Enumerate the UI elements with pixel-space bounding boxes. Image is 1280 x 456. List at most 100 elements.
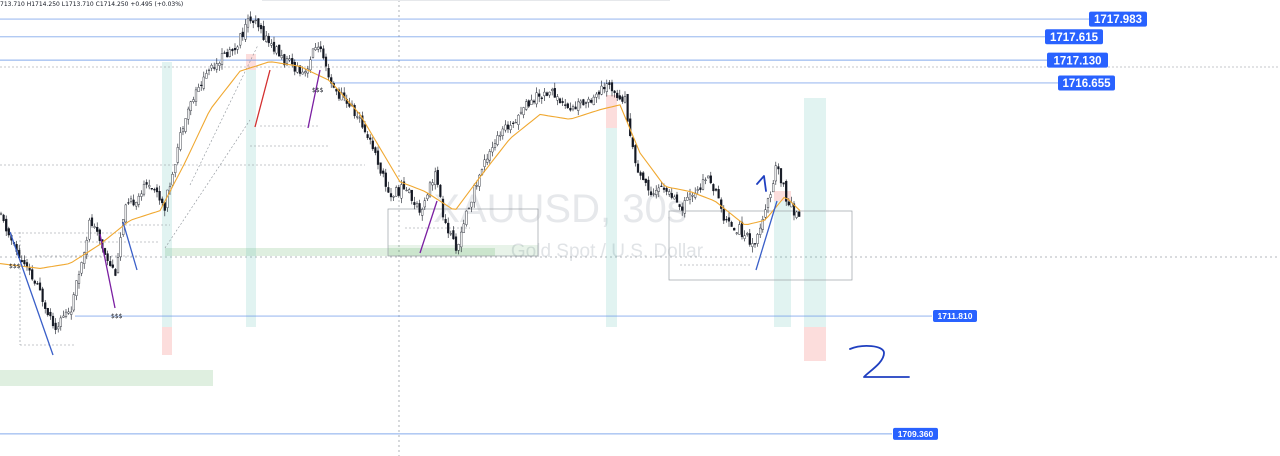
moving-average-line xyxy=(0,61,801,269)
candle-body xyxy=(610,82,614,92)
candle-body xyxy=(25,262,29,268)
dashed-guides xyxy=(0,44,1280,346)
candle-body xyxy=(259,24,263,30)
candle-body xyxy=(392,196,395,198)
candle-body xyxy=(90,217,94,226)
candle-body xyxy=(421,209,424,216)
candle-body xyxy=(642,172,645,181)
candle-body xyxy=(538,93,541,97)
candle-body xyxy=(158,191,161,201)
candle-body xyxy=(553,88,556,98)
teal-zone xyxy=(774,201,791,327)
candle-body xyxy=(746,233,749,235)
candle-body xyxy=(49,311,52,317)
candle-body xyxy=(662,187,666,190)
green-zone xyxy=(0,370,213,386)
candle-body xyxy=(210,64,213,69)
candle-body xyxy=(241,31,244,37)
candle-body xyxy=(85,240,88,255)
price-label: 1717.615 xyxy=(1050,32,1099,44)
candle-body xyxy=(753,243,757,245)
candle-body xyxy=(517,114,520,125)
candle-body xyxy=(712,184,715,192)
handwritten-annotations xyxy=(756,175,910,378)
candle-body xyxy=(288,58,291,61)
candle-body xyxy=(795,211,798,218)
candle-body xyxy=(64,311,68,317)
candle-body xyxy=(738,224,741,235)
candle-body xyxy=(501,128,504,136)
candle-body xyxy=(0,213,3,215)
candle-body xyxy=(369,137,372,140)
candle-body xyxy=(639,172,642,176)
candle-body xyxy=(460,231,463,248)
candle-body xyxy=(761,219,764,230)
candle-body xyxy=(740,221,744,238)
candle-body xyxy=(51,315,55,327)
price-label: 1716.655 xyxy=(1063,78,1112,90)
candle-body xyxy=(197,87,200,92)
candle-body xyxy=(543,91,546,97)
candle-body xyxy=(142,183,146,195)
price-label-badge xyxy=(933,310,977,323)
candle-body xyxy=(717,189,720,199)
candle-body xyxy=(155,187,159,193)
candle-body xyxy=(491,147,494,153)
candle-body xyxy=(270,43,273,46)
candle-body xyxy=(226,52,229,58)
candle-body xyxy=(179,132,182,150)
candle-body xyxy=(733,227,736,231)
candle-body xyxy=(337,89,341,99)
candle-body xyxy=(335,88,338,92)
liquidity-marker: $$$ xyxy=(9,263,21,270)
candle-body xyxy=(402,181,406,190)
candle-body xyxy=(267,35,270,44)
price-label: 1717.983 xyxy=(1094,14,1142,26)
teal-zone xyxy=(246,70,256,327)
candle-body xyxy=(470,201,473,208)
candle-body xyxy=(353,105,356,117)
candle-body xyxy=(236,46,239,50)
candle-body xyxy=(452,230,455,240)
candle-body xyxy=(462,223,465,233)
candle-body xyxy=(779,168,783,184)
candle-body xyxy=(181,128,185,133)
candle-body xyxy=(590,99,593,103)
candle-body xyxy=(595,93,598,98)
candle-body xyxy=(649,191,653,196)
trend-line xyxy=(755,200,778,271)
candle-body xyxy=(509,125,512,131)
candle-body xyxy=(415,203,419,208)
price-label-badge xyxy=(1047,52,1108,68)
candle-body xyxy=(215,63,218,70)
candle-body xyxy=(111,264,114,268)
candle-body xyxy=(561,101,564,103)
candle-body xyxy=(233,48,237,51)
candle-body xyxy=(231,49,234,52)
candle-body xyxy=(187,108,190,120)
candle-body xyxy=(652,193,655,195)
green-zone xyxy=(165,248,495,256)
candle-body xyxy=(293,62,296,72)
candle-body xyxy=(798,211,801,217)
red-zone xyxy=(774,191,791,201)
candle-body xyxy=(311,48,315,58)
candle-body xyxy=(418,203,421,213)
candle-body xyxy=(194,89,198,102)
candle-body xyxy=(184,118,187,132)
candle-body xyxy=(72,294,75,311)
candle-body xyxy=(296,65,299,73)
red-zone xyxy=(246,54,256,70)
candle-body xyxy=(457,244,460,251)
candle-body xyxy=(512,122,515,124)
red-zone xyxy=(162,327,172,355)
candle-body xyxy=(153,189,156,191)
candle-body xyxy=(535,92,538,105)
candle-body xyxy=(376,150,380,165)
candle-body xyxy=(447,222,450,234)
candle-body xyxy=(304,71,307,74)
candle-body xyxy=(374,147,377,153)
candle-body xyxy=(309,59,312,71)
